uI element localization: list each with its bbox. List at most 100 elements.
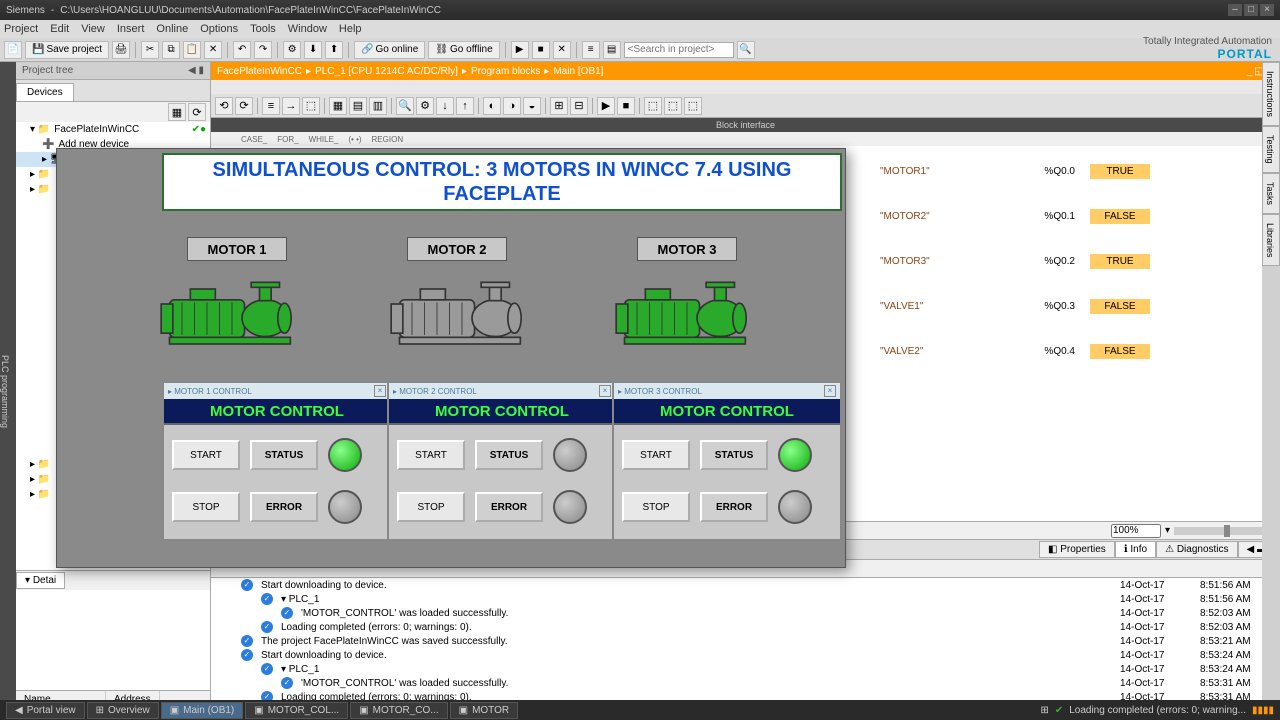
ed-tool-icon[interactable]: ◑ bbox=[503, 97, 521, 115]
ed-tool-icon[interactable]: ↑ bbox=[456, 97, 474, 115]
faceplate-close-icon[interactable]: × bbox=[599, 385, 611, 397]
close-button[interactable]: × bbox=[1260, 4, 1274, 16]
upload-icon[interactable]: ⬆ bbox=[325, 41, 343, 59]
details-tab[interactable]: ▾ Detai bbox=[16, 572, 65, 589]
ed-tool-icon[interactable]: ⬚ bbox=[684, 97, 702, 115]
menu-online[interactable]: Online bbox=[156, 23, 188, 35]
tool-icon[interactable]: ▤ bbox=[603, 41, 621, 59]
start-button[interactable]: START bbox=[622, 440, 690, 470]
log-date: 14-Oct-17 bbox=[1120, 650, 1200, 661]
devices-tab[interactable]: Devices bbox=[16, 83, 74, 101]
menu-edit[interactable]: Edit bbox=[50, 23, 69, 35]
menu-view[interactable]: View bbox=[81, 23, 105, 35]
ed-tool-icon[interactable]: 🔍 bbox=[396, 97, 414, 115]
cut-icon[interactable]: ✂ bbox=[141, 41, 159, 59]
go-online-button[interactable]: 🔗 Go online bbox=[354, 41, 425, 59]
paste-icon[interactable]: 📋 bbox=[183, 41, 201, 59]
faceplate-header: ▸ MOTOR 2 CONTROL× bbox=[389, 383, 615, 399]
search-icon[interactable]: 🔍 bbox=[737, 41, 755, 59]
ed-tool-icon[interactable]: → bbox=[282, 97, 300, 115]
stop-button[interactable]: STOP bbox=[172, 492, 240, 522]
download-icon[interactable]: ⬇ bbox=[304, 41, 322, 59]
ed-tool-icon[interactable]: ⚙ bbox=[416, 97, 434, 115]
block-interface[interactable]: Block interface bbox=[211, 118, 1280, 132]
ed-tool-icon[interactable]: ⬚ bbox=[664, 97, 682, 115]
status-icon: ⊞ bbox=[1040, 705, 1048, 716]
ed-tool-icon[interactable]: ■ bbox=[617, 97, 635, 115]
stop-button[interactable]: STOP bbox=[397, 492, 465, 522]
ed-tool-icon[interactable]: ⟳ bbox=[235, 97, 253, 115]
compile-icon[interactable]: ⚙ bbox=[283, 41, 301, 59]
menu-help[interactable]: Help bbox=[339, 23, 362, 35]
properties-tab[interactable]: ◧ Properties bbox=[1039, 541, 1115, 558]
faceplate-close-icon[interactable]: × bbox=[824, 385, 836, 397]
editor-tab[interactable]: ▣ MOTOR_COL... bbox=[245, 702, 348, 719]
copy-icon[interactable]: ⧉ bbox=[162, 41, 180, 59]
faceplate-title: MOTOR CONTROL bbox=[614, 399, 840, 425]
ed-tool-icon[interactable]: ⬚ bbox=[644, 97, 662, 115]
error-label: ERROR bbox=[475, 492, 543, 522]
ed-tool-icon[interactable]: ⊞ bbox=[550, 97, 568, 115]
go-offline-button[interactable]: ⛓ Go offline bbox=[428, 41, 499, 59]
stop-button[interactable]: STOP bbox=[622, 492, 690, 522]
faceplate-header: ▸ MOTOR 3 CONTROL× bbox=[614, 383, 840, 399]
redo-icon[interactable]: ↷ bbox=[254, 41, 272, 59]
io-value: FALSE bbox=[1090, 344, 1150, 359]
ed-tool-icon[interactable]: ▶ bbox=[597, 97, 615, 115]
undo-icon[interactable]: ↶ bbox=[233, 41, 251, 59]
io-row: "MOTOR1"%Q0.0TRUE bbox=[880, 156, 1260, 186]
search-input[interactable] bbox=[624, 42, 734, 58]
overview-tab[interactable]: ⊞ Overview bbox=[87, 702, 159, 719]
start-button[interactable]: START bbox=[172, 440, 240, 470]
minimize-button[interactable]: – bbox=[1228, 4, 1242, 16]
tree-root[interactable]: ▾ 📁 FacePlateInWinCC✔● bbox=[16, 122, 210, 137]
ed-tool-icon[interactable]: ▦ bbox=[329, 97, 347, 115]
log-message: ▾ PLC_1 bbox=[281, 594, 1120, 605]
diagnostics-tab[interactable]: ⚠ Diagnostics bbox=[1156, 541, 1237, 558]
rr-libraries[interactable]: Libraries bbox=[1262, 214, 1280, 267]
maximize-button[interactable]: □ bbox=[1244, 4, 1258, 16]
tree-tool-icon[interactable]: ▦ bbox=[168, 103, 186, 121]
menu-project[interactable]: Project bbox=[4, 23, 38, 35]
editor-tab[interactable]: ▣ MOTOR bbox=[450, 702, 519, 719]
ed-tool-icon[interactable]: ◐ bbox=[483, 97, 501, 115]
log-ok-icon: ✓ bbox=[261, 593, 273, 605]
rr-testing[interactable]: Testing bbox=[1262, 126, 1280, 173]
faceplate-close-icon[interactable]: × bbox=[374, 385, 386, 397]
ed-tool-icon[interactable]: ⟲ bbox=[215, 97, 233, 115]
io-addr: %Q0.2 bbox=[1030, 256, 1090, 267]
tool-icon[interactable]: ■ bbox=[532, 41, 550, 59]
portal-view-button[interactable]: ◀ Portal view bbox=[6, 702, 85, 719]
start-button[interactable]: START bbox=[397, 440, 465, 470]
ed-tool-icon[interactable]: ◒ bbox=[523, 97, 541, 115]
editor-tab-main[interactable]: ▣ Main (OB1) bbox=[161, 702, 244, 719]
log-date: 14-Oct-17 bbox=[1120, 678, 1200, 689]
rr-tasks[interactable]: Tasks bbox=[1262, 173, 1280, 214]
ed-tool-icon[interactable]: ▤ bbox=[349, 97, 367, 115]
io-addr: %Q0.3 bbox=[1030, 301, 1090, 312]
new-icon[interactable]: 📄 bbox=[4, 41, 22, 59]
ed-tool-icon[interactable]: ⊟ bbox=[570, 97, 588, 115]
tool-icon[interactable]: ▶ bbox=[511, 41, 529, 59]
tool-icon[interactable]: ≡ bbox=[582, 41, 600, 59]
menu-window[interactable]: Window bbox=[288, 23, 327, 35]
menu-tools[interactable]: Tools bbox=[250, 23, 276, 35]
print-icon[interactable]: 🖨 bbox=[112, 41, 130, 59]
tree-tool-icon[interactable]: ⟳ bbox=[188, 103, 206, 121]
ed-tool-icon[interactable]: ≡ bbox=[262, 97, 280, 115]
info-tab[interactable]: ℹ Info bbox=[1115, 541, 1156, 558]
menu-options[interactable]: Options bbox=[200, 23, 238, 35]
io-addr: %Q0.1 bbox=[1030, 211, 1090, 222]
bc-tool-icon[interactable]: _ bbox=[1247, 66, 1253, 77]
zoom-input[interactable] bbox=[1111, 524, 1161, 538]
ed-tool-icon[interactable]: ↓ bbox=[436, 97, 454, 115]
editor-tab[interactable]: ▣ MOTOR_CO... bbox=[350, 702, 447, 719]
ed-tool-icon[interactable]: ▥ bbox=[369, 97, 387, 115]
tool-icon[interactable]: ✕ bbox=[553, 41, 571, 59]
delete-icon[interactable]: ✕ bbox=[204, 41, 222, 59]
breadcrumb: FacePlateInWinCC ▸ PLC_1 [CPU 1214C AC/D… bbox=[211, 62, 1280, 80]
menu-insert[interactable]: Insert bbox=[117, 23, 145, 35]
save-project-button[interactable]: 💾 Save project bbox=[25, 41, 109, 59]
ed-tool-icon[interactable]: ⬚ bbox=[302, 97, 320, 115]
rr-instructions[interactable]: Instructions bbox=[1262, 62, 1280, 126]
